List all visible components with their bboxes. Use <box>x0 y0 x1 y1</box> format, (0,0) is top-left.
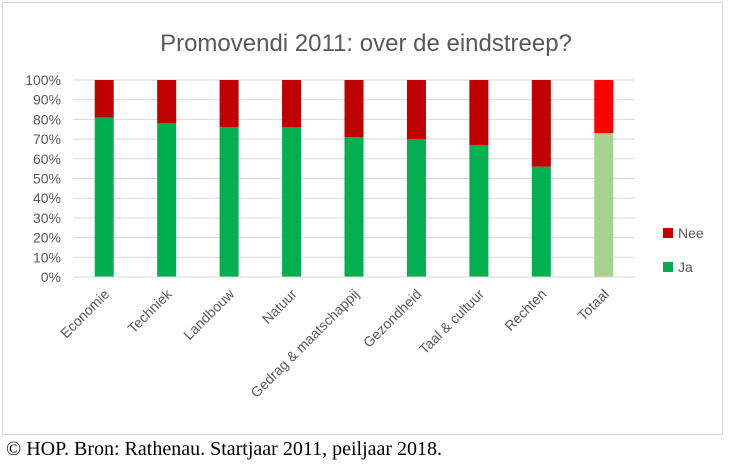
bar-ja-segment <box>157 123 177 277</box>
legend-swatch-ja <box>663 262 673 272</box>
bar-nee-segment <box>469 80 489 146</box>
legend-label-nee: Nee <box>678 225 704 241</box>
bar-ja-segment <box>94 117 114 278</box>
x-tick-label: Natuur <box>259 286 300 327</box>
y-tick-label: 70% <box>33 131 61 147</box>
stacked-bar-chart: Promovendi 2011: over de eindstreep? 0% 1… <box>25 30 704 401</box>
x-tick-label: Techniek <box>124 285 175 336</box>
legend-label-ja: Ja <box>678 259 693 275</box>
bar-nee-segment <box>94 80 114 118</box>
legend-swatch-nee <box>663 228 673 238</box>
bar-ja-segment <box>531 166 551 277</box>
legend: Nee Ja <box>663 225 704 275</box>
bar-nee-segment <box>344 80 364 138</box>
x-tick-label: Gedrag & maatschappij <box>247 286 362 401</box>
y-tick-label: 20% <box>33 230 61 246</box>
x-tick-label: Gezondheid <box>360 286 425 351</box>
source-caption: © HOP. Bron: Rathenau. Startjaar 2011, p… <box>6 438 443 460</box>
x-tick-label: Taal & cultuur <box>416 286 488 358</box>
bar-nee-segment <box>531 80 551 167</box>
bar-ja-segment <box>406 139 426 277</box>
x-tick-label: Landbouw <box>180 285 238 343</box>
y-tick-label: 0% <box>41 269 61 285</box>
x-tick-label: Totaal <box>574 286 612 324</box>
bar-nee-segment <box>406 80 426 140</box>
x-tick-label: Rechten <box>501 286 549 334</box>
bar-nee-segment <box>219 80 239 128</box>
chart-frame: Promovendi 2011: over de eindstreep? 0% 1… <box>2 2 723 435</box>
bar-ja-segment <box>344 137 364 277</box>
bar-nee-segment <box>594 80 614 134</box>
y-tick-label: 60% <box>33 151 61 167</box>
bar-nee-segment <box>282 80 302 128</box>
bar-nee-segment <box>157 80 177 124</box>
y-tick-label: 90% <box>33 92 61 108</box>
bar-ja-segment <box>282 127 302 277</box>
bar-ja-segment <box>469 145 489 277</box>
bars <box>94 80 614 278</box>
chart-title: Promovendi 2011: over de eindstreep? <box>160 30 572 57</box>
y-tick-label: 100% <box>25 72 61 88</box>
y-tick-label: 80% <box>33 111 61 127</box>
y-tick-label: 40% <box>33 190 61 206</box>
y-tick-label: 10% <box>33 249 61 265</box>
bar-ja-segment <box>594 133 614 277</box>
x-tick-label: Economie <box>57 286 112 341</box>
y-tick-label: 30% <box>33 210 61 226</box>
y-axis-ticks: 0% 10% 20% 30% 40% 50% 60% 70% 80% 90% 100% <box>25 72 61 285</box>
y-tick-label: 50% <box>33 171 61 187</box>
bar-ja-segment <box>219 127 239 277</box>
